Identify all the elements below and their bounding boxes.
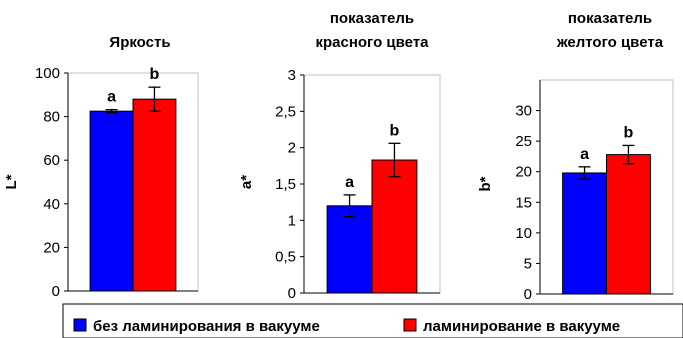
significance-letter-vacuum: b <box>150 66 160 83</box>
chart-panels: 020406080100ЯркостьL*ab00,511,522,53пока… <box>3 10 674 303</box>
y-tick-label: 60 <box>43 152 60 169</box>
chart-panel-3: 0 5 10 15 20 25 30 показатель желтого цвета b* a b <box>477 10 674 303</box>
significance-letter-no-vacuum: a <box>580 146 589 163</box>
bar-vacuum <box>371 159 418 294</box>
y-axis-label: b* <box>477 176 494 191</box>
bar-vacuum <box>606 154 651 295</box>
bar-no-vacuum <box>562 172 607 295</box>
y-tick-label: 80 <box>43 109 60 126</box>
legend: без ламинирования в вакууме ламинировани… <box>62 303 683 338</box>
y-tick-label: 3 <box>288 67 296 84</box>
legend-label-no-vacuum: без ламинирования в вакууме <box>93 318 320 335</box>
y-tick-label: 25 <box>515 133 532 150</box>
chart-title-line: показатель <box>568 10 652 27</box>
y-tick-label: 0 <box>288 285 296 302</box>
significance-letter-no-vacuum: a <box>107 89 116 106</box>
y-tick-label: 0 <box>524 286 532 303</box>
chart-title-line: красного цвета <box>315 34 429 51</box>
y-tick-label: 0,5 <box>275 249 296 266</box>
chart-title-line: желтого цвета <box>556 34 664 51</box>
y-tick-label: 30 <box>515 103 532 120</box>
chart-panel-2: 0 0,5 1 1,5 2 2,5 3 показатель красного цвета a* a… <box>238 10 441 302</box>
legend-label-vacuum: ламинирование в вакууме <box>423 318 620 335</box>
legend-swatch-no-vacuum <box>73 318 87 332</box>
y-tick-label: 10 <box>515 225 532 242</box>
significance-letter-vacuum: b <box>390 122 400 139</box>
y-tick-label: 1 <box>288 212 296 229</box>
significance-letter-vacuum: b <box>624 124 634 141</box>
y-tick-label: 100 <box>35 65 60 82</box>
bar-no-vacuum <box>89 110 134 292</box>
y-tick-label: 0 <box>52 283 60 300</box>
chart-title-line: показатель <box>330 10 414 27</box>
legend-frame <box>62 303 683 338</box>
y-axis-label: L* <box>3 174 20 189</box>
chart-title-line: Яркость <box>109 34 170 51</box>
y-tick-label: 20 <box>515 164 532 181</box>
bar-vacuum <box>132 98 177 292</box>
y-tick-label: 40 <box>43 196 60 213</box>
y-tick-label: 2,5 <box>275 103 296 120</box>
chart-panel-1: 0 20 40 60 80 100 Яркость L* a b <box>3 34 199 300</box>
y-tick-label: 2 <box>288 140 296 157</box>
y-tick-label: 5 <box>524 255 532 272</box>
significance-letter-no-vacuum: a <box>345 174 354 191</box>
y-tick-label: 1,5 <box>275 176 296 193</box>
y-tick-label: 15 <box>515 194 532 211</box>
y-axis-label: a* <box>238 175 255 189</box>
bar-no-vacuum <box>326 205 373 294</box>
y-tick-label: 20 <box>43 239 60 256</box>
legend-swatch-vacuum <box>403 318 417 332</box>
